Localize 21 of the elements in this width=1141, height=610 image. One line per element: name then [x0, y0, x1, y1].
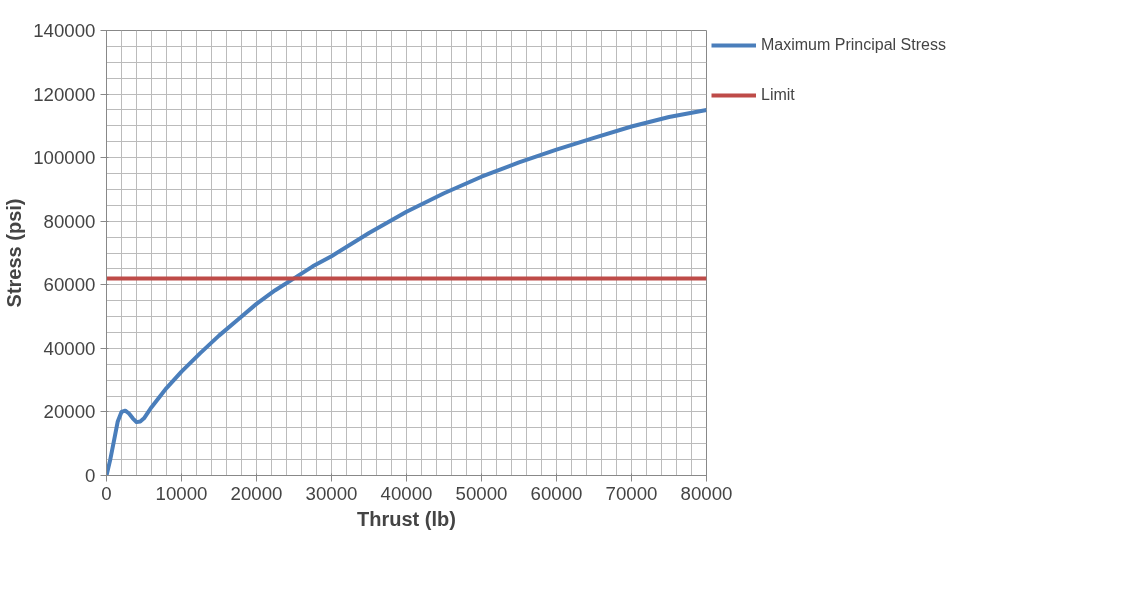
- x-tick-label: 60000: [530, 482, 583, 504]
- y-tick-label: 140000: [33, 20, 96, 41]
- legend-label: Maximum Principal Stress: [761, 36, 946, 54]
- x-tick-label: 40000: [380, 482, 433, 504]
- y-tick-label: 80000: [43, 210, 96, 232]
- y-tick-label: 0: [85, 465, 96, 486]
- x-tick-label: 10000: [155, 482, 208, 504]
- y-tick-label: 40000: [43, 337, 96, 359]
- y-tick-label: 60000: [43, 274, 96, 296]
- x-tick-label: 70000: [605, 482, 658, 504]
- x-tick-label: 50000: [455, 482, 508, 504]
- legend-label: Limit: [761, 86, 795, 104]
- x-tick-label: 0: [101, 482, 112, 504]
- x-tick-label: 80000: [680, 482, 733, 504]
- y-tick-label: 100000: [33, 147, 96, 169]
- y-tick-label: 120000: [33, 83, 96, 105]
- x-tick-label: 30000: [305, 482, 358, 504]
- y-axis-title: Stress (psi): [3, 198, 26, 308]
- y-tick-label: 20000: [43, 401, 96, 423]
- x-tick-label: 20000: [230, 482, 283, 504]
- x-axis-title: Thrust (lb): [357, 507, 456, 530]
